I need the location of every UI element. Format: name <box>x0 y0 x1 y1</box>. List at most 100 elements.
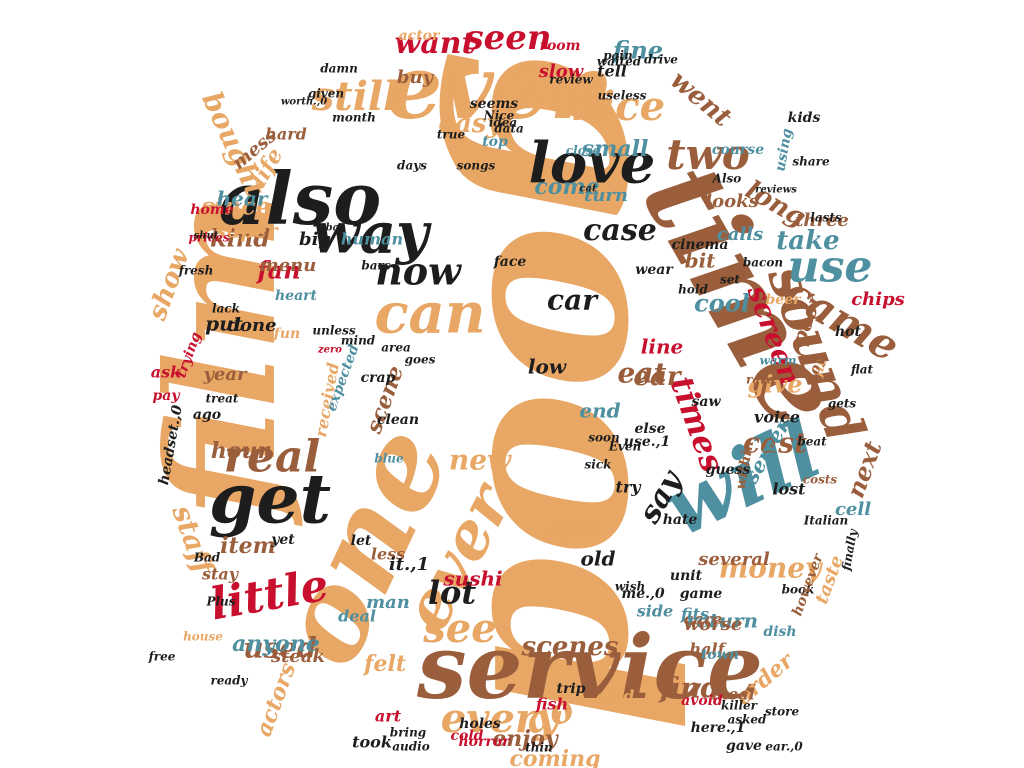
cloud-word-seen: seen <box>463 18 551 58</box>
cloud-word-hate: hate <box>663 512 698 528</box>
cloud-word-enjoy: enjoy <box>492 726 560 752</box>
cloud-word-hour: hour <box>211 438 271 464</box>
cloud-word-buy: buy <box>397 67 435 88</box>
cloud-word-warm: warm <box>759 354 796 368</box>
cloud-word-case: case <box>583 213 657 248</box>
cloud-word-course: course <box>712 142 764 158</box>
cloud-word-dish: dish <box>763 624 796 640</box>
cloud-word-come: come <box>534 174 599 200</box>
cloud-word-crap: crap <box>361 370 396 386</box>
cloud-word-deal: deal <box>338 607 376 626</box>
cloud-word-gets: gets <box>828 397 857 411</box>
cloud-word-car: car <box>547 284 599 317</box>
cloud-word-ask: ask <box>151 363 181 382</box>
cloud-word-pain: pain <box>603 49 632 63</box>
cloud-word-let: let <box>351 533 372 549</box>
cloud-word-house: house <box>183 630 223 644</box>
cloud-word-used: used <box>243 632 317 665</box>
cloud-word-idea: idea <box>489 116 517 130</box>
cloud-word-several: several <box>697 549 770 570</box>
cloud-word-actor: actor <box>399 28 441 44</box>
cloud-word-nice: Nice <box>483 109 515 123</box>
cloud-word-scenes: scenes <box>520 632 618 662</box>
cloud-word-thin: thin <box>525 741 553 755</box>
cloud-word-good: good <box>436 48 730 731</box>
cloud-word-ago: ago <box>193 407 221 423</box>
cloud-word-coming: coming <box>509 746 600 768</box>
cloud-word-hot: hot <box>835 324 862 340</box>
cloud-word-easy: easy <box>438 109 503 139</box>
cloud-word-ear: ear <box>633 362 682 392</box>
cloud-word-care: care <box>684 610 723 629</box>
cloud-word-saw: saw <box>691 394 721 410</box>
cloud-word-plus: Plus <box>205 595 235 609</box>
cloud-word-new: new <box>449 444 512 477</box>
cloud-word-still: still <box>311 73 399 120</box>
cloud-word-service: service <box>416 615 763 719</box>
cloud-word-cool: cool <box>694 289 750 318</box>
cloud-word-bar: bar <box>326 223 345 234</box>
cloud-word-took: took <box>352 733 392 752</box>
cloud-word-fine: fine <box>611 36 663 65</box>
cloud-word-big: big <box>299 229 331 250</box>
cloud-word-film: film <box>134 193 310 527</box>
cloud-word-small: small <box>581 136 649 162</box>
cloud-word-soon: soon <box>588 431 620 445</box>
cloud-word-put: put <box>205 312 244 336</box>
cloud-word-prices: prices <box>189 231 230 245</box>
cloud-word-wish: wish <box>615 580 645 594</box>
cloud-word-shut: shut <box>194 231 219 242</box>
cloud-word-face: face <box>493 254 527 270</box>
cloud-word-worth-0: worth.,0 <box>281 97 327 108</box>
cloud-word-close: close <box>566 144 601 158</box>
cloud-word-can: can <box>374 281 485 347</box>
cloud-word-slow: slow <box>538 61 585 82</box>
cloud-word-bad: Bad <box>193 551 221 565</box>
cloud-word-bars: bars <box>361 259 390 273</box>
cloud-word-eat: eat <box>618 357 667 390</box>
cloud-word-unless: unless <box>312 324 355 338</box>
cloud-word-worse: worse <box>684 614 743 635</box>
cloud-word-share: share <box>792 155 830 169</box>
cloud-word-year: year <box>202 364 248 385</box>
cloud-word-drive: drive <box>644 53 678 67</box>
cloud-word-hold: hold <box>678 283 708 297</box>
cloud-word-half: half <box>690 640 728 659</box>
cloud-word-take: take <box>776 226 839 256</box>
cloud-word-chips: chips <box>851 289 905 310</box>
cloud-word-ready: ready <box>210 674 248 688</box>
cloud-word-stay: stay <box>201 565 240 584</box>
cloud-word-fun: fun <box>273 326 300 342</box>
cloud-word-menu: menu <box>260 255 317 276</box>
cloud-word-fish: fish <box>535 695 568 714</box>
cloud-word-home: home <box>190 202 233 218</box>
cloud-word-top: top <box>482 134 508 150</box>
cloud-word-use-1: use.,1 <box>624 434 670 450</box>
cloud-word-costs: costs <box>803 473 838 487</box>
cloud-word-beat: beat <box>797 435 827 449</box>
cloud-word-it-1: it.,1 <box>389 554 429 575</box>
cloud-word-lost: lost <box>772 480 806 499</box>
cloud-word-three: three <box>795 210 849 231</box>
cloud-word-goes: goes <box>405 353 436 367</box>
cloud-word-useless: useless <box>598 89 647 103</box>
cloud-word-cell: cell <box>835 499 871 520</box>
cloud-word-voice: voice <box>754 408 800 427</box>
cloud-word-month: month <box>332 111 376 125</box>
cloud-word-blue: blue <box>374 452 404 466</box>
cloud-word-songs: songs <box>457 159 496 173</box>
cloud-word-two: two <box>666 130 750 179</box>
cloud-word-town: town <box>701 647 739 663</box>
cloud-word-anyone: anyone <box>232 631 320 657</box>
cloud-word-data: data <box>494 122 523 136</box>
cloud-word-human: human <box>341 230 403 249</box>
cloud-word-beer: beer <box>766 292 803 308</box>
cloud-word-cat: cat <box>579 184 597 195</box>
cloud-word-wear: wear <box>635 262 674 278</box>
cloud-word-want: want <box>395 26 476 61</box>
cloud-word-pay: pay <box>153 388 181 404</box>
cloud-word-heart: heart <box>275 288 318 304</box>
cloud-word-rare: rare <box>746 373 774 387</box>
cloud-word-done: done <box>227 315 276 336</box>
